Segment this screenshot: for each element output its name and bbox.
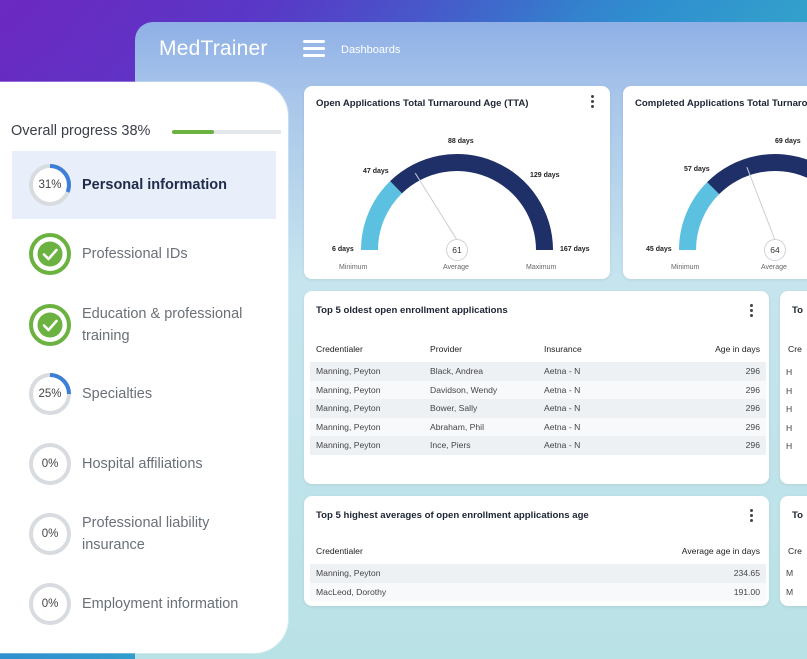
table-row[interactable]: Manning, Peyton Bower, Sally Aetna - N 296 — [310, 399, 766, 418]
gauge-mark-3: 129 days — [530, 172, 560, 179]
step-label: Personal information — [82, 177, 228, 193]
progress-step[interactable]: 25% Specialties — [12, 360, 276, 428]
gauge-segment-dark — [707, 154, 807, 195]
gauge-min-label: 45 days — [646, 246, 672, 253]
gauge-mark-1: 47 days — [363, 168, 389, 175]
step-label: Education & professional training — [82, 306, 243, 344]
step-percent: 0% — [41, 528, 59, 540]
progress-step[interactable]: Professional IDs — [12, 220, 276, 288]
gauge-card-open-tta: Open Applications Total Turnaround Age (… — [304, 86, 610, 279]
more-options-icon[interactable] — [750, 304, 754, 318]
gauge-average-needle — [746, 166, 776, 241]
column-header[interactable]: Credentialer — [316, 546, 363, 556]
step-label: Specialties — [82, 386, 153, 402]
card-title: Completed Applications Total Turnaround … — [635, 98, 807, 109]
progress-step[interactable]: 0% Hospital affiliations — [12, 430, 276, 498]
check-circle-icon — [28, 232, 72, 276]
progress-ring: 0% — [28, 512, 72, 556]
card-title: Top 5 oldest open enrollment application… — [316, 305, 508, 316]
step-percent: 0% — [41, 458, 59, 470]
dashboard-header: MedTrainer Dashboards — [135, 22, 807, 80]
nav-link-dashboards[interactable]: Dashboards — [341, 44, 401, 56]
progress-ring: 0% — [28, 582, 72, 626]
card-title: To — [792, 305, 804, 316]
gauge-avg-caption: Average — [761, 264, 787, 271]
gauge-average-needle — [414, 172, 458, 241]
gauge-mark-2: 88 days — [448, 138, 474, 145]
progress-step[interactable]: Education & professional training — [12, 291, 276, 359]
table-card-highest-averages: Top 5 highest averages of open enrollmen… — [304, 496, 769, 606]
card-title: To — [792, 510, 804, 521]
column-header[interactable]: Provider — [430, 344, 462, 354]
column-header[interactable]: Average age in days — [681, 546, 760, 556]
step-percent: 0% — [41, 598, 59, 610]
column-header[interactable]: Insurance — [544, 344, 582, 354]
gauge-chart — [361, 154, 553, 250]
table-row[interactable]: Manning, Peyton Black, Andrea Aetna - N 296 — [310, 362, 766, 381]
progress-ring: 31% — [28, 163, 72, 207]
card-title: Top 5 highest averages of open enrollmen… — [316, 510, 589, 521]
gauge-min-caption: Minimum — [671, 264, 700, 271]
more-options-icon[interactable] — [591, 95, 595, 109]
data-table: Credentialer Average age in days Manning… — [310, 538, 766, 601]
column-header[interactable]: Age in days — [715, 344, 760, 354]
check-circle-icon — [28, 303, 72, 347]
table-row[interactable]: Manning, Peyton Abraham, Phil Aetna - N 296 — [310, 417, 766, 436]
progress-step[interactable]: 0% Employment information — [12, 570, 276, 638]
table-row[interactable]: Manning, Peyton Ince, Piers Aetna - N 296 — [310, 436, 766, 455]
step-label: Employment information — [82, 596, 239, 612]
table-card-side-2: To Cre M M — [780, 496, 807, 606]
overall-progress-bar — [172, 130, 281, 134]
app-logo: MedTrainer — [159, 37, 268, 60]
step-label: Professional liability insurance — [82, 515, 210, 553]
gauge-max-caption: Maximum — [526, 264, 557, 271]
step-label: Professional IDs — [82, 246, 188, 262]
progress-ring: 25% — [28, 372, 72, 416]
more-options-icon[interactable] — [750, 509, 754, 523]
gauge-mark-2: 69 days — [775, 138, 801, 145]
step-label: Hospital affiliations — [82, 456, 203, 472]
step-percent: 25% — [38, 388, 62, 400]
hamburger-menu-icon[interactable] — [303, 40, 325, 58]
overall-progress-fill — [172, 130, 214, 134]
side-rows: H H H H H — [786, 367, 793, 451]
gauge-average-value: 61 — [446, 239, 468, 261]
gauge-average-value: 64 — [764, 239, 786, 261]
gauge-max-label: 167 days — [560, 246, 590, 253]
gauge-avg-caption: Average — [443, 264, 469, 271]
step-percent: 31% — [38, 179, 62, 191]
gauge-min-label: 6 days — [332, 246, 354, 253]
column-header[interactable]: Credentialer — [316, 344, 363, 354]
table-row[interactable]: Manning, Peyton 234.65 — [310, 564, 766, 583]
table-header-row: Credentialer Provider Insurance Age in d… — [310, 336, 766, 362]
gauge-mark-1: 57 days — [684, 166, 710, 173]
gauge-segment-dark — [390, 154, 553, 250]
progress-step[interactable]: 0% Professional liability insurance — [12, 500, 276, 568]
progress-step[interactable]: 31% Personal information — [12, 151, 276, 219]
gauge-card-completed-tta: Completed Applications Total Turnaround … — [623, 86, 807, 279]
table-card-side-1: To Cre H H H H H — [780, 291, 807, 484]
overall-progress-label: Overall progress 38% — [11, 123, 151, 139]
table-header-row: Credentialer Average age in days — [310, 538, 766, 564]
gauge-chart — [679, 154, 807, 250]
table-card-oldest-open: Top 5 oldest open enrollment application… — [304, 291, 769, 484]
column-header: Cre — [788, 546, 802, 556]
side-rows: M M — [786, 568, 794, 597]
progress-ring: 0% — [28, 442, 72, 486]
data-table: Credentialer Provider Insurance Age in d… — [310, 336, 766, 455]
gauge-segment-light — [679, 182, 720, 250]
table-row[interactable]: MacLeod, Dorothy 191.00 — [310, 582, 766, 601]
progress-panel: Overall progress 38% 31% Personal informa… — [0, 82, 288, 653]
card-title: Open Applications Total Turnaround Age (… — [316, 98, 529, 109]
column-header: Cre — [788, 344, 802, 354]
gauge-min-caption: Minimum — [339, 264, 368, 271]
gauge-segment-light — [361, 181, 402, 250]
